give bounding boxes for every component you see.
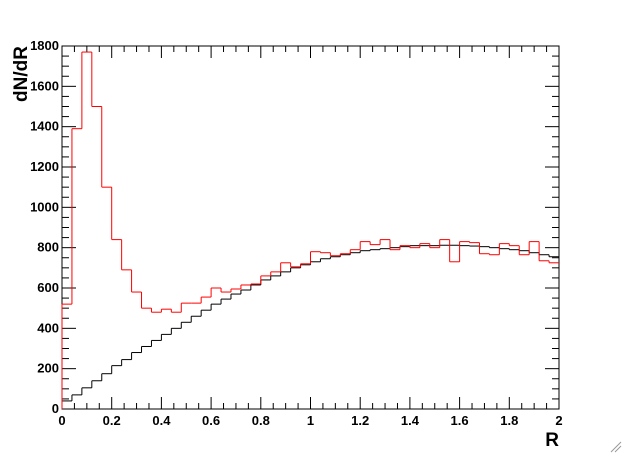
y-tick-label: 600 [37,280,59,295]
y-tick-label: 1800 [30,38,59,53]
x-tick-label: 1.2 [351,413,369,428]
x-tick-label: 0.2 [103,413,121,428]
y-tick-label: 1600 [30,78,59,93]
x-tick-label: 1.6 [451,413,469,428]
x-tick-label: 2 [555,413,562,428]
x-tick-label: 1.4 [401,413,420,428]
y-tick-label: 1200 [30,159,59,174]
y-tick-label: 1000 [30,199,59,214]
y-tick-label: 800 [37,240,59,255]
x-tick-label: 1 [307,413,314,428]
x-tick-label: 1.8 [500,413,518,428]
x-tick-label: 0.6 [202,413,220,428]
resize-grip [610,441,622,453]
x-tick-label: 0.8 [252,413,270,428]
y-tick-label: 0 [52,401,59,416]
y-tick-label: 200 [37,361,59,376]
y-axis-label: dN/dR [11,46,32,102]
x-tick-label: 0 [58,413,65,428]
x-tick-label: 0.4 [152,413,171,428]
x-axis-label: R [545,430,559,451]
y-tick-label: 400 [37,320,59,335]
y-tick-label: 1400 [30,119,59,134]
